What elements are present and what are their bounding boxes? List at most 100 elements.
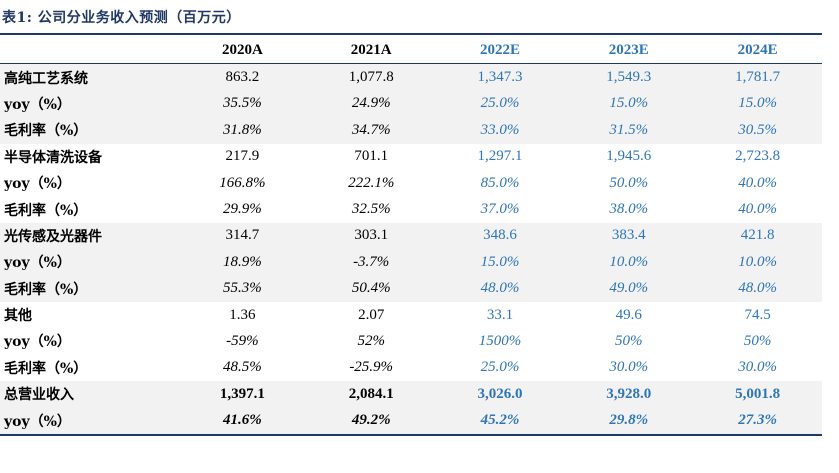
actual-cell: 18.9% (178, 249, 307, 276)
actual-cell: 2,084.1 (306, 381, 436, 408)
forecast-cell: 2,723.8 (735, 148, 781, 165)
top-rule (0, 33, 822, 35)
actual-cell: 41.6% (178, 407, 307, 435)
actual-cell: -25.9% (349, 359, 394, 376)
table-body: 高纯工艺系统 863.2 1,077.8 1,347.3 1,549.3 1,781.7 y… (0, 63, 822, 435)
actual-cell: 314.7 (178, 222, 307, 250)
table-row: 半导体清洗设备 217.9 701.1 1,297.1 1,945.6 2,723.8 (0, 144, 822, 170)
row-label: yoy（%） (4, 334, 71, 351)
table-row: yoy（%） 18.9% -3.7% 15.0% 10.0% 10.0% (0, 249, 822, 276)
table-row: 毛利率（%） 31.8% 34.7% 33.0% 31.5% 30.5% (0, 117, 822, 144)
table-row: 毛利率（%） 29.9% 32.5% 37.0% 38.0% 40.0% (0, 196, 822, 222)
actual-cell: 222.1% (348, 174, 395, 191)
row-label: yoy（%） (0, 249, 178, 276)
forecast-cell: 3,026.0 (435, 381, 565, 408)
table-row: yoy（%） 166.8% 222.1% 85.0% 50.0% 40.0% (0, 170, 822, 196)
forecast-cell: 383.4 (564, 222, 694, 250)
forecast-cell: 50% (615, 332, 643, 349)
forecast-cell: 45.2% (435, 407, 565, 435)
table-row: 毛利率（%） 55.3% 50.4% 48.0% 49.0% 48.0% (0, 275, 822, 302)
forecast-cell: 29.8% (564, 407, 694, 435)
row-label: 光传感及光器件 (0, 222, 178, 250)
header-row: 2020A 2021A 2022E 2023E 2024E (0, 37, 822, 64)
actual-cell: 52% (357, 332, 385, 349)
forecast-cell: 5,001.8 (693, 381, 822, 408)
actual-cell: 24.9% (306, 90, 436, 118)
actual-cell: 1,077.8 (306, 63, 436, 91)
actual-cell: 303.1 (306, 222, 436, 250)
forecast-cell: 15.0% (435, 249, 565, 276)
forecast-cell: 48.0% (435, 275, 565, 302)
forecast-cell: 50.0% (609, 174, 649, 191)
table-caption: 表1: 公司分业务收入预测（百万元） (2, 10, 241, 26)
actual-cell: 32.5% (351, 201, 391, 218)
actual-cell: 34.7% (306, 117, 436, 144)
table-row: 高纯工艺系统 863.2 1,077.8 1,347.3 1,549.3 1,781.7 (0, 63, 822, 91)
forecast-cell: 40.0% (738, 174, 777, 191)
row-label: yoy（%） (4, 176, 71, 193)
actual-cell: 31.8% (178, 117, 307, 144)
forecast-cell: 40.0% (738, 201, 777, 218)
row-label: yoy（%） (0, 90, 178, 118)
forecast-cell: 1,781.7 (693, 63, 822, 91)
row-label: 总营业收入 (0, 381, 178, 408)
header-blank (0, 37, 178, 64)
forecast-cell: 1,549.3 (564, 63, 694, 91)
revenue-forecast-table: 2020A 2021A 2022E 2023E 2024E 高纯工艺系统 863.… (0, 37, 822, 436)
row-label: 毛利率（%） (0, 275, 178, 302)
forecast-cell: 15.0% (693, 90, 822, 118)
table-row: 光传感及光器件 314.7 303.1 348.6 383.4 421.8 (0, 222, 822, 250)
forecast-cell: 30.0% (738, 359, 777, 376)
forecast-cell: 38.0% (609, 201, 649, 218)
actual-cell: 48.5% (223, 359, 262, 376)
forecast-cell: 49.6 (615, 306, 642, 323)
row-label: 高纯工艺系统 (0, 63, 178, 91)
table-row: 总营业收入 1,397.1 2,084.1 3,026.0 3,928.0 5,001.8 (0, 381, 822, 408)
forecast-cell: 49.0% (564, 275, 694, 302)
forecast-cell: 1,297.1 (477, 148, 523, 165)
table-row: yoy（%） -59% 52% 1500% 50% 50% (0, 328, 822, 354)
forecast-cell: 48.0% (693, 275, 822, 302)
forecast-cell: 37.0% (480, 201, 520, 218)
forecast-cell: 85.0% (480, 174, 520, 191)
table-row: 其他 1.36 2.07 33.1 49.6 74.5 (0, 302, 822, 328)
forecast-cell: 10.0% (564, 249, 694, 276)
actual-cell: 166.8% (219, 174, 266, 191)
header-year: 2022E (479, 41, 520, 58)
forecast-cell: 33.0% (435, 117, 565, 144)
actual-cell: 2.07 (358, 306, 385, 323)
actual-cell: 1.36 (229, 306, 256, 323)
forecast-cell: 31.5% (564, 117, 694, 144)
actual-cell: 701.1 (354, 148, 389, 165)
row-label: yoy（%） (0, 407, 178, 435)
forecast-cell: 3,928.0 (564, 381, 694, 408)
header-year: 2024E (737, 41, 778, 58)
actual-cell: 55.3% (178, 275, 307, 302)
actual-cell: 50.4% (306, 275, 436, 302)
row-label: 其他 (4, 308, 32, 325)
row-label: 半导体清洗设备 (4, 149, 102, 166)
actual-cell: 217.9 (225, 148, 260, 165)
forecast-cell: 25.0% (435, 90, 565, 118)
forecast-cell: 15.0% (564, 90, 694, 118)
actual-cell: 863.2 (178, 63, 307, 91)
actual-cell: 29.9% (223, 201, 262, 218)
actual-cell: 1,397.1 (178, 381, 307, 408)
forecast-cell: 1,945.6 (606, 148, 652, 165)
forecast-cell: 348.6 (435, 222, 565, 250)
actual-cell: -59% (226, 332, 259, 349)
forecast-cell: 1500% (478, 332, 522, 349)
forecast-cell: 1,347.3 (435, 63, 565, 91)
forecast-cell: 27.3% (693, 407, 822, 435)
row-label: 毛利率（%） (4, 360, 88, 377)
forecast-cell: 74.5 (744, 306, 771, 323)
actual-cell: 49.2% (306, 407, 436, 435)
forecast-cell: 50% (743, 332, 772, 349)
header-year: 2023E (608, 41, 649, 58)
forecast-cell: 30.0% (609, 359, 649, 376)
table-row: yoy（%） 41.6% 49.2% 45.2% 29.8% 27.3% (0, 407, 822, 435)
table-row: 毛利率（%） 48.5% -25.9% 25.0% 30.0% 30.0% (0, 355, 822, 381)
forecast-cell: 421.8 (693, 222, 822, 250)
forecast-cell: 10.0% (693, 249, 822, 276)
forecast-cell: 33.1 (486, 306, 514, 323)
